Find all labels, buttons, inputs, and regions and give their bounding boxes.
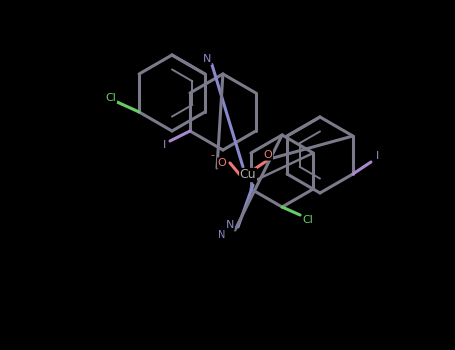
- Text: N: N: [226, 220, 234, 230]
- Text: Cl: Cl: [303, 215, 313, 225]
- Text: O: O: [217, 158, 227, 168]
- Text: Cu: Cu: [240, 168, 256, 182]
- Text: Cl: Cl: [106, 93, 116, 103]
- Text: N: N: [203, 55, 211, 64]
- Text: N: N: [218, 230, 226, 240]
- Text: I: I: [376, 151, 379, 161]
- Text: I: I: [162, 140, 166, 150]
- Text: -: -: [210, 150, 214, 160]
- Text: O: O: [263, 150, 273, 160]
